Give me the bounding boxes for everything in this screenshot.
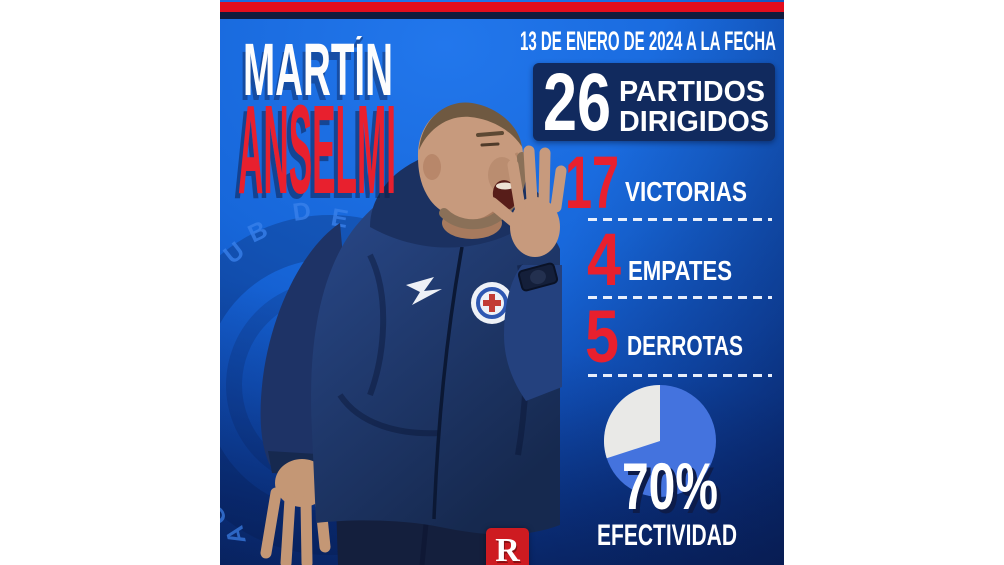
- coach-photo: [260, 102, 567, 565]
- coach-eyebrow: [476, 131, 504, 137]
- period-text: 13 DE ENERO DE 2024 A LA FECHA: [520, 26, 776, 56]
- brand-letter: R: [495, 532, 520, 565]
- top-navy-bar: [220, 12, 784, 19]
- losses-row: 5 DERROTAS: [585, 305, 743, 365]
- effectiveness-label-text: EFECTIVIDAD: [597, 519, 737, 550]
- wins-value: 17: [565, 150, 619, 212]
- effectiveness-pie-chart: [604, 385, 716, 497]
- watermark-letter: A: [221, 523, 252, 547]
- divider-dash: [588, 374, 772, 377]
- losses-value: 5: [585, 305, 619, 365]
- wrist-watch: [517, 262, 559, 292]
- draws-label: EMPATES: [628, 255, 732, 286]
- draws-value: 4: [587, 228, 621, 288]
- coach-last-name: ANSELMI ANSELMI: [234, 94, 396, 204]
- wins-label: VICTORIAS: [625, 176, 747, 207]
- coach-first-name: MARTÍN MARTÍN: [240, 36, 393, 100]
- coach-head: [417, 102, 528, 230]
- coach-hair: [419, 102, 522, 150]
- matches-panel-text: 26 PARTIDOS DIRIGIDOS: [543, 63, 769, 141]
- matches-value: 26: [543, 63, 611, 141]
- effectiveness-percent: 70% 70%: [622, 452, 722, 514]
- last-name-text: ANSELMI: [238, 94, 396, 204]
- first-name-shadow: MARTÍN: [240, 36, 390, 100]
- period-banner: 13 DE ENERO DE 2024 A LA FECHA: [520, 26, 776, 56]
- coach-eye: [480, 142, 500, 147]
- coach-teeth: [496, 182, 514, 190]
- losses-label: DERROTAS: [627, 330, 743, 361]
- jacket-zipper: [432, 246, 464, 520]
- draws-row: 4 EMPATES: [587, 228, 732, 288]
- divider-dash: [588, 296, 772, 299]
- coach-raised-arm: [504, 265, 562, 401]
- top-red-bar: [220, 2, 784, 12]
- matches-label-line2: DIRIGIDOS: [619, 106, 769, 138]
- matches-panel: [533, 63, 775, 141]
- percent-text: 70%: [622, 452, 718, 514]
- percent-shadow: 70%: [626, 453, 722, 514]
- coach-ear: [423, 154, 441, 180]
- effectiveness-label: EFECTIVIDAD: [597, 519, 737, 550]
- first-name-text: MARTÍN: [243, 36, 393, 100]
- last-name-shadow: ANSELMI: [234, 94, 392, 204]
- record-brand-logo: R: [486, 528, 529, 565]
- pirma-logo: [406, 277, 442, 305]
- club-badge: [471, 282, 513, 324]
- wins-row: 17 VICTORIAS: [565, 150, 747, 212]
- matches-label-line1: PARTIDOS: [619, 76, 765, 108]
- pie-slice-30: [604, 385, 660, 459]
- coach-jacket: [311, 176, 560, 535]
- divider-dash: [588, 218, 772, 221]
- infographic-poster: U B D E C A: [220, 0, 784, 565]
- watermark-letter: E: [329, 203, 350, 233]
- coach-raised-hand: [486, 145, 567, 257]
- watermark-letter: D: [291, 197, 313, 227]
